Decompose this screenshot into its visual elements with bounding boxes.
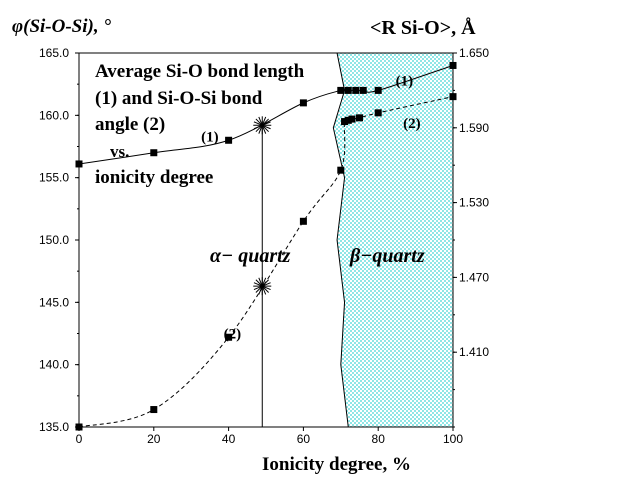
series-2-point bbox=[344, 116, 352, 124]
series-1-point bbox=[225, 136, 233, 144]
x-tick-label: 100 bbox=[443, 432, 463, 446]
annotation-line-1: Average Si-O bond length bbox=[95, 61, 305, 82]
alpha-quartz-symbol: α bbox=[210, 245, 222, 267]
beta-quartz-label: β−quartz bbox=[349, 245, 425, 267]
series-2-point bbox=[374, 109, 382, 117]
y-right-tick-label: 1.650 bbox=[459, 46, 489, 60]
y-left-axis-ticks: 135.0 140.0 145.0 150.0 155.0 160.0 165.0 bbox=[39, 46, 79, 434]
x-axis-title: Ionicity degree, % bbox=[262, 454, 411, 475]
series-2-point bbox=[75, 423, 83, 431]
series-2-point bbox=[356, 114, 363, 122]
y-left-tick-label: 160.0 bbox=[39, 108, 69, 122]
series-label: (1) bbox=[201, 130, 219, 146]
series-label: (2) bbox=[224, 327, 242, 343]
series-1-point bbox=[337, 86, 345, 94]
y-left-tick-label: 165.0 bbox=[39, 46, 69, 60]
x-tick-label: 60 bbox=[297, 432, 311, 446]
series-2-point bbox=[225, 333, 233, 341]
x-tick-label: 20 bbox=[147, 432, 161, 446]
y-right-axis-ticks: 1.410 1.470 1.530 1.590 1.650 bbox=[453, 46, 489, 428]
y-right-tick-label: 1.530 bbox=[459, 196, 489, 210]
series-group bbox=[75, 61, 457, 431]
y-left-tick-label: 140.0 bbox=[39, 358, 69, 372]
series-labels: (1) (1) (2) (2) bbox=[201, 73, 420, 342]
x-axis-ticks: 0 20 40 60 80 100 bbox=[76, 427, 463, 446]
series-1-point bbox=[352, 86, 360, 94]
star-ray bbox=[253, 121, 271, 130]
y-right-tick-label: 1.470 bbox=[459, 270, 489, 284]
series-2-point bbox=[299, 217, 307, 225]
series-1-point bbox=[150, 149, 158, 157]
x-tick-label: 80 bbox=[372, 432, 386, 446]
y-right-axis-title: <R Si-O>, Å bbox=[370, 16, 476, 39]
annotation-line-3: angle (2) bbox=[95, 114, 165, 135]
series-label: (1) bbox=[396, 73, 414, 89]
y-left-tick-label: 135.0 bbox=[39, 420, 69, 434]
y-left-axis-title: φ(Si-O-Si), ° bbox=[12, 16, 111, 37]
x-tick-label: 40 bbox=[222, 432, 236, 446]
annotation-line-5: ionicity degree bbox=[95, 167, 213, 188]
series-label: (2) bbox=[403, 116, 421, 132]
series-1-point bbox=[75, 160, 83, 168]
star-marker bbox=[253, 277, 272, 296]
y-right-tick-label: 1.410 bbox=[459, 345, 489, 359]
series-2-point bbox=[348, 115, 356, 123]
y-right-tick-label: 1.590 bbox=[459, 121, 489, 135]
x-tick-label: 0 bbox=[76, 432, 83, 446]
series-2-point bbox=[341, 118, 349, 126]
alpha-quartz-text: − quartz bbox=[221, 245, 291, 267]
annotation-line-2: (1) and Si-O-Si bond bbox=[95, 88, 263, 109]
annotation-line-4: vs. bbox=[110, 142, 129, 161]
series-2-point bbox=[337, 166, 345, 174]
y-left-tick-label: 150.0 bbox=[39, 233, 69, 247]
series-1-point bbox=[359, 86, 367, 94]
series-1-point bbox=[299, 99, 307, 107]
series-2-point bbox=[449, 93, 457, 101]
series-1-point bbox=[449, 61, 457, 69]
series-2-point bbox=[150, 406, 158, 414]
series-2-line bbox=[78, 96, 454, 428]
star-markers bbox=[253, 116, 272, 296]
y-left-tick-label: 155.0 bbox=[39, 171, 69, 185]
series-1-point bbox=[374, 86, 382, 94]
alpha-quartz-label: α− quartz bbox=[210, 245, 291, 267]
star-marker bbox=[253, 116, 272, 135]
beta-quartz-symbol: β bbox=[349, 245, 361, 267]
star-ray bbox=[253, 282, 271, 291]
beta-quartz-text: −quartz bbox=[360, 245, 425, 267]
series-1-point bbox=[344, 86, 352, 94]
y-left-tick-label: 145.0 bbox=[39, 295, 69, 309]
